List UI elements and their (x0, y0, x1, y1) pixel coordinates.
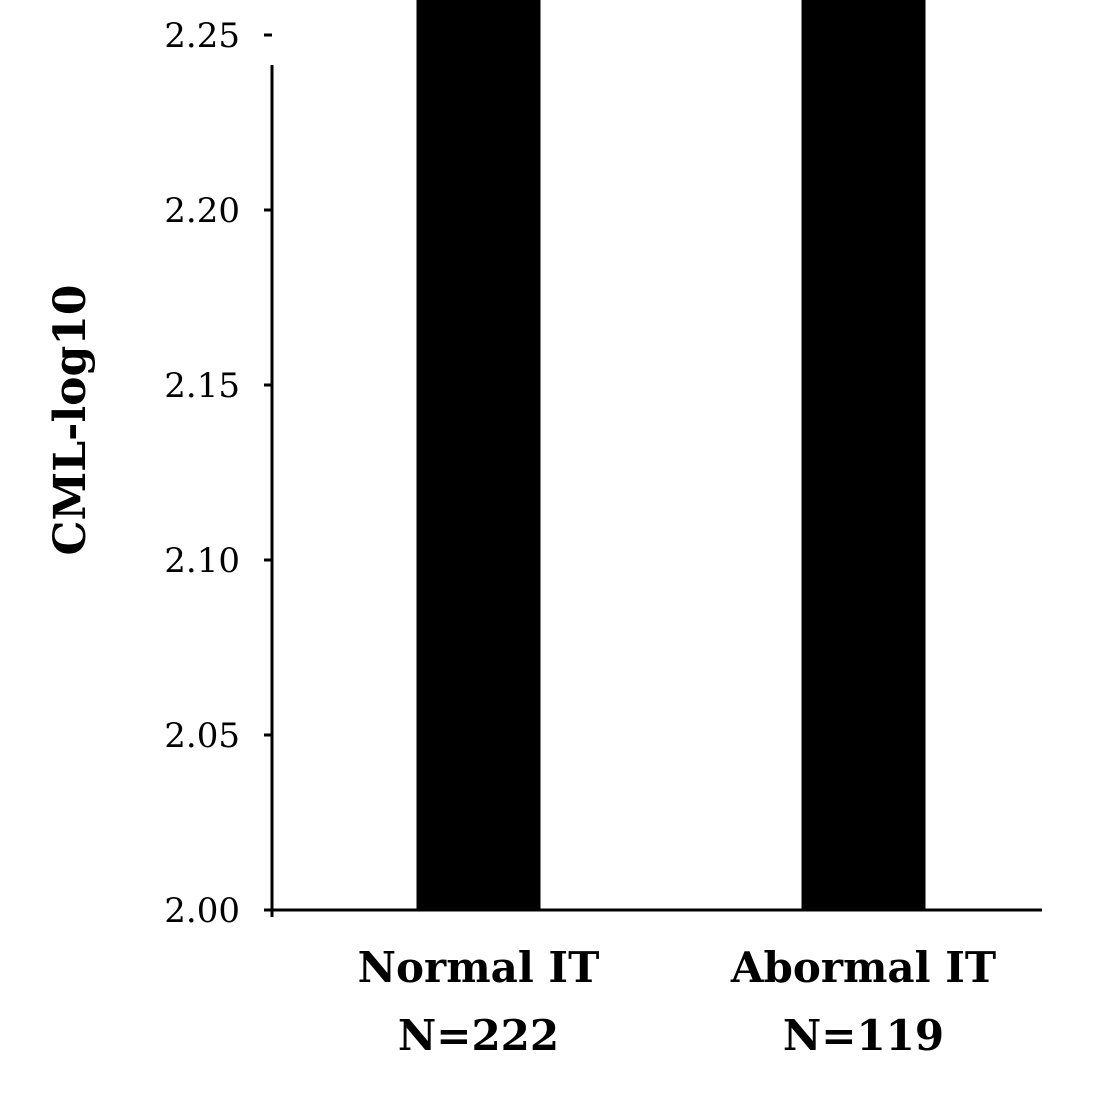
bars (416, 0, 926, 910)
y-tick-label: 2.05 (164, 716, 240, 756)
x-axis-category-labels: Normal IT N=222 Abormal IT N=119 (358, 943, 996, 1060)
category-count-label: N=222 (398, 1011, 559, 1060)
bar-1 (416, 0, 541, 910)
y-tick-label: 2.25 (164, 16, 240, 56)
y-tick-label: 2.10 (164, 541, 240, 581)
y-tick-label: 2.15 (164, 366, 240, 406)
bar-2 (801, 0, 926, 910)
y-axis-title: CML-log10 (45, 285, 96, 556)
category-label: Normal IT (358, 943, 600, 992)
y-axis-ticks: 2.002.052.102.152.202.252.302.352.402.45 (164, 16, 272, 931)
category-label: Abormal IT (730, 943, 996, 992)
y-tick-label: 2.20 (164, 191, 240, 231)
y-tick-label: 2.00 (164, 891, 240, 931)
category-count-label: N=119 (783, 1011, 944, 1060)
